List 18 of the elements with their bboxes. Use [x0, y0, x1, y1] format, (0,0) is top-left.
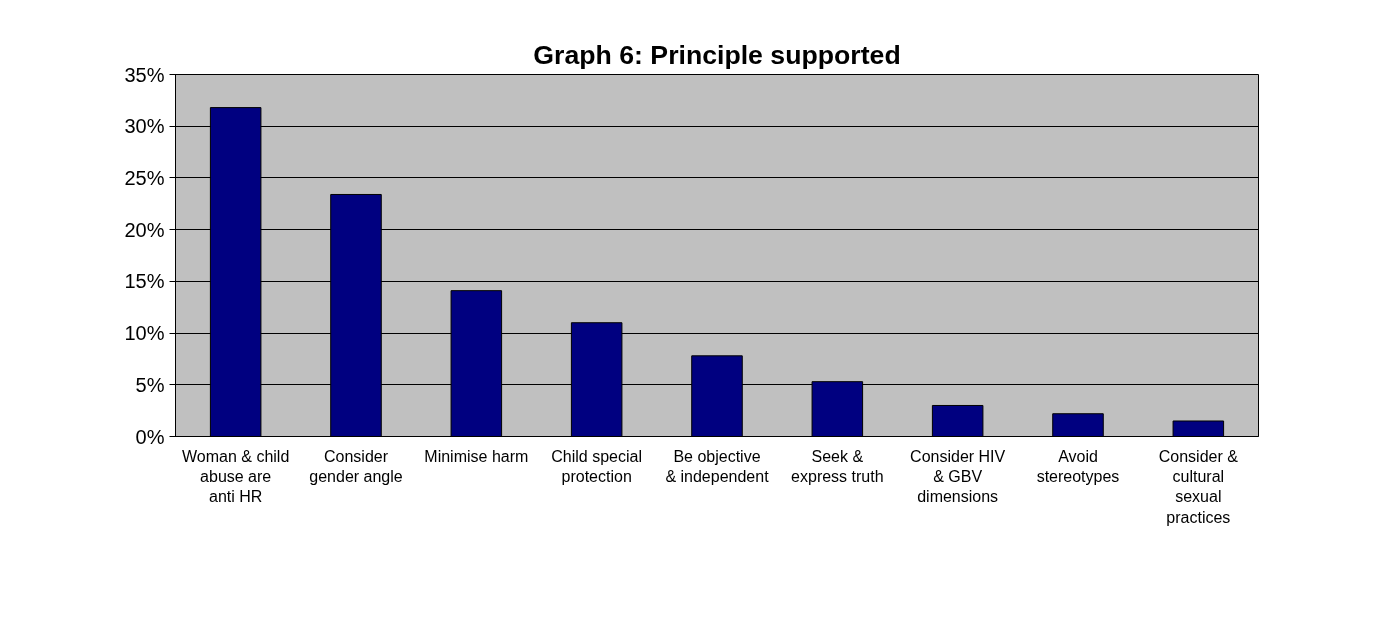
- y-tick-label: 25%: [124, 166, 165, 189]
- chart-title: Graph 6: Principle supported: [533, 39, 901, 70]
- y-tick-label: 35%: [124, 63, 165, 86]
- x-tick-label: Be objective & independent: [665, 447, 770, 485]
- x-tick-label: Consider & cultural sexual practices: [1158, 447, 1239, 526]
- x-tick-label: Avoid stereotypes: [1036, 447, 1120, 485]
- y-tick-label: 30%: [124, 115, 165, 138]
- x-tick-label: Consider HIV & GBV dimensions: [910, 447, 1006, 506]
- y-tick-label: 20%: [124, 218, 165, 241]
- x-tick-label: Woman & child abuse are anti HR: [182, 447, 290, 506]
- y-tick-label: 10%: [124, 322, 165, 345]
- y-tick-label: 0%: [135, 425, 165, 448]
- x-tick-label: Consider gender angle: [309, 447, 403, 485]
- x-tick-label: Child special protection: [551, 447, 643, 485]
- y-tick-label: 5%: [135, 373, 165, 396]
- x-tick-label: Seek & express truth: [791, 447, 884, 485]
- x-tick-label: Minimise harm: [424, 447, 529, 465]
- y-tick-label: 15%: [124, 270, 165, 293]
